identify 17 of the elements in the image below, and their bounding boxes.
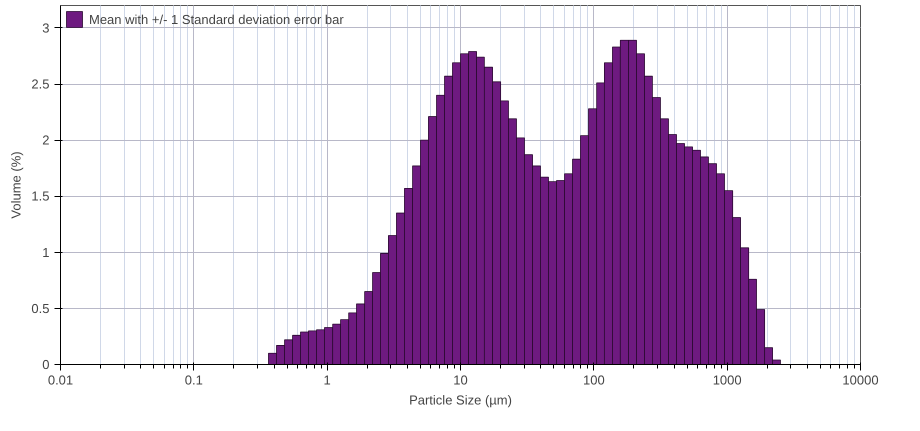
x-axis-title: Particle Size (µm) [409,392,512,408]
x-tick-label: 10 [453,372,468,388]
y-axis-title: Volume (%) [8,151,24,219]
x-tick-label: 1 [324,372,331,388]
x-tick-label: 1000 [712,372,742,388]
x-tick-label: 0.1 [184,372,203,388]
x-tick-label: 0.01 [48,372,74,388]
x-tick-label: 100 [582,372,605,388]
y-tick-label: 2 [42,132,50,148]
y-tick-label: 1 [42,244,50,260]
y-tick-label: 0.5 [31,300,50,316]
y-tick-label: 2.5 [31,76,50,92]
y-tick-label: 3 [42,20,50,36]
y-tick-label: 1.5 [31,188,50,204]
x-tick-label: 10000 [842,372,879,388]
y-tick-label: 0 [42,357,50,372]
legend-label: Mean with +/- 1 Standard deviation error bar [89,12,344,26]
